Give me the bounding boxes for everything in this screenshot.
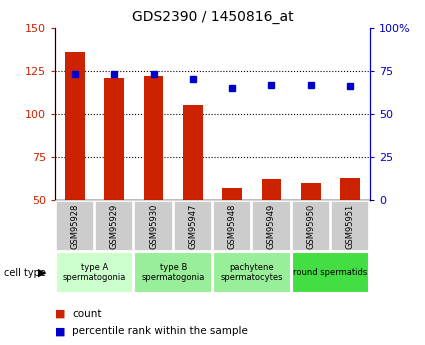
Bar <box>252 201 291 251</box>
Bar <box>173 201 212 251</box>
Bar <box>331 201 369 251</box>
Text: GSM95929: GSM95929 <box>110 203 119 249</box>
Bar <box>134 201 173 251</box>
Bar <box>144 76 163 200</box>
Text: round spermatids: round spermatids <box>293 268 368 277</box>
Bar <box>105 78 124 200</box>
Title: GDS2390 / 1450816_at: GDS2390 / 1450816_at <box>132 10 293 24</box>
Text: GSM95930: GSM95930 <box>149 203 158 249</box>
Bar <box>301 183 320 200</box>
Text: ■: ■ <box>55 309 66 319</box>
Bar <box>65 52 85 200</box>
Text: count: count <box>72 309 102 319</box>
Text: pachytene
spermatocytes: pachytene spermatocytes <box>221 263 283 282</box>
Text: ■: ■ <box>55 326 66 336</box>
Text: GSM95950: GSM95950 <box>306 203 315 249</box>
Bar <box>95 201 133 251</box>
Bar <box>183 105 203 200</box>
Text: type A
spermatogonia: type A spermatogonia <box>63 263 126 282</box>
Text: GSM95928: GSM95928 <box>71 203 79 249</box>
Text: ▶: ▶ <box>38 268 47 277</box>
Bar <box>292 201 330 251</box>
Bar <box>134 252 212 293</box>
Bar <box>262 179 281 200</box>
Bar <box>56 201 94 251</box>
Text: percentile rank within the sample: percentile rank within the sample <box>72 326 248 336</box>
Bar <box>56 252 133 293</box>
Text: GSM95948: GSM95948 <box>228 203 237 249</box>
Bar <box>213 252 291 293</box>
Bar <box>222 188 242 200</box>
Bar <box>340 178 360 200</box>
Bar <box>213 201 252 251</box>
Text: cell type: cell type <box>4 268 46 277</box>
Text: GSM95949: GSM95949 <box>267 203 276 249</box>
Bar <box>292 252 369 293</box>
Text: GSM95951: GSM95951 <box>346 203 354 249</box>
Text: GSM95947: GSM95947 <box>188 203 197 249</box>
Text: type B
spermatogonia: type B spermatogonia <box>142 263 205 282</box>
